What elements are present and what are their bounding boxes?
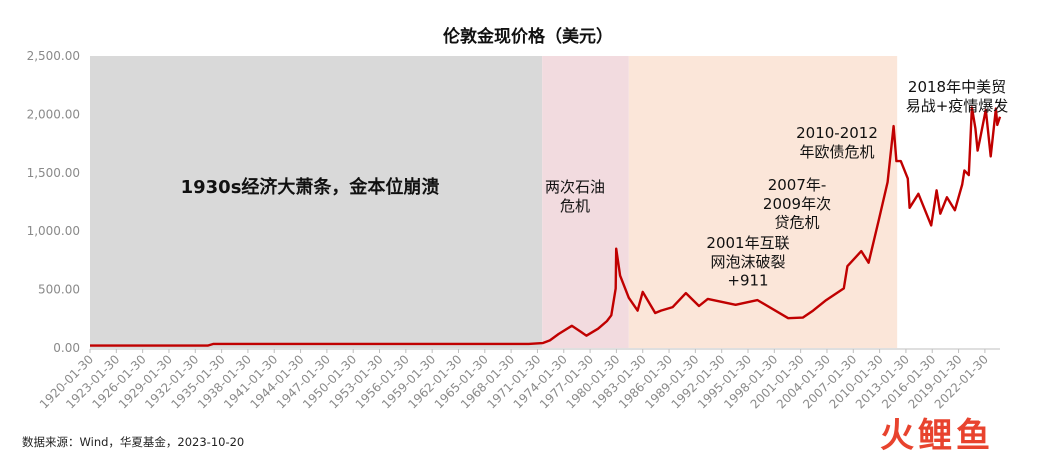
region-band [90, 56, 543, 348]
labels-layer: 1930s经济大萧条，金本位崩溃 两次石油危机2001年互联网泡沫破裂+91120… [181, 78, 1009, 290]
gold-price-line [90, 106, 1002, 347]
y-tick-label: 0.00 [53, 341, 80, 355]
y-tick-label: 1,000.00 [27, 224, 80, 238]
annotation-euro-debt: 2010-2012 年欧债危机 [796, 124, 878, 161]
regions-layer [90, 56, 898, 348]
annotation-trade-war: 2018年中美贸易战+疫情爆发 [906, 78, 1009, 115]
y-tick-label: 2,500.00 [27, 49, 80, 63]
watermark-logo: 火鲤鱼 [880, 416, 994, 456]
chart-title: 伦敦金现价格（美元） [443, 27, 613, 47]
y-tick-label: 500.00 [38, 283, 80, 297]
annotation-dotcom: 2001年互联网泡沫破裂+911 [706, 234, 789, 290]
series-layer [90, 106, 1002, 347]
source-note: 数据来源：Wind，华夏基金，2023-10-20 [22, 435, 245, 449]
region-label-oil-crisis: 两次石油危机 [545, 178, 605, 215]
annotation-subprime: 2007年-2009年次贷危机 [763, 176, 831, 232]
region-band [628, 56, 898, 348]
y-tick-label: 2,000.00 [27, 107, 80, 121]
y-tick-label: 1,500.00 [27, 166, 80, 180]
region-label-depression: 1930s经济大萧条，金本位崩溃 [181, 176, 440, 198]
